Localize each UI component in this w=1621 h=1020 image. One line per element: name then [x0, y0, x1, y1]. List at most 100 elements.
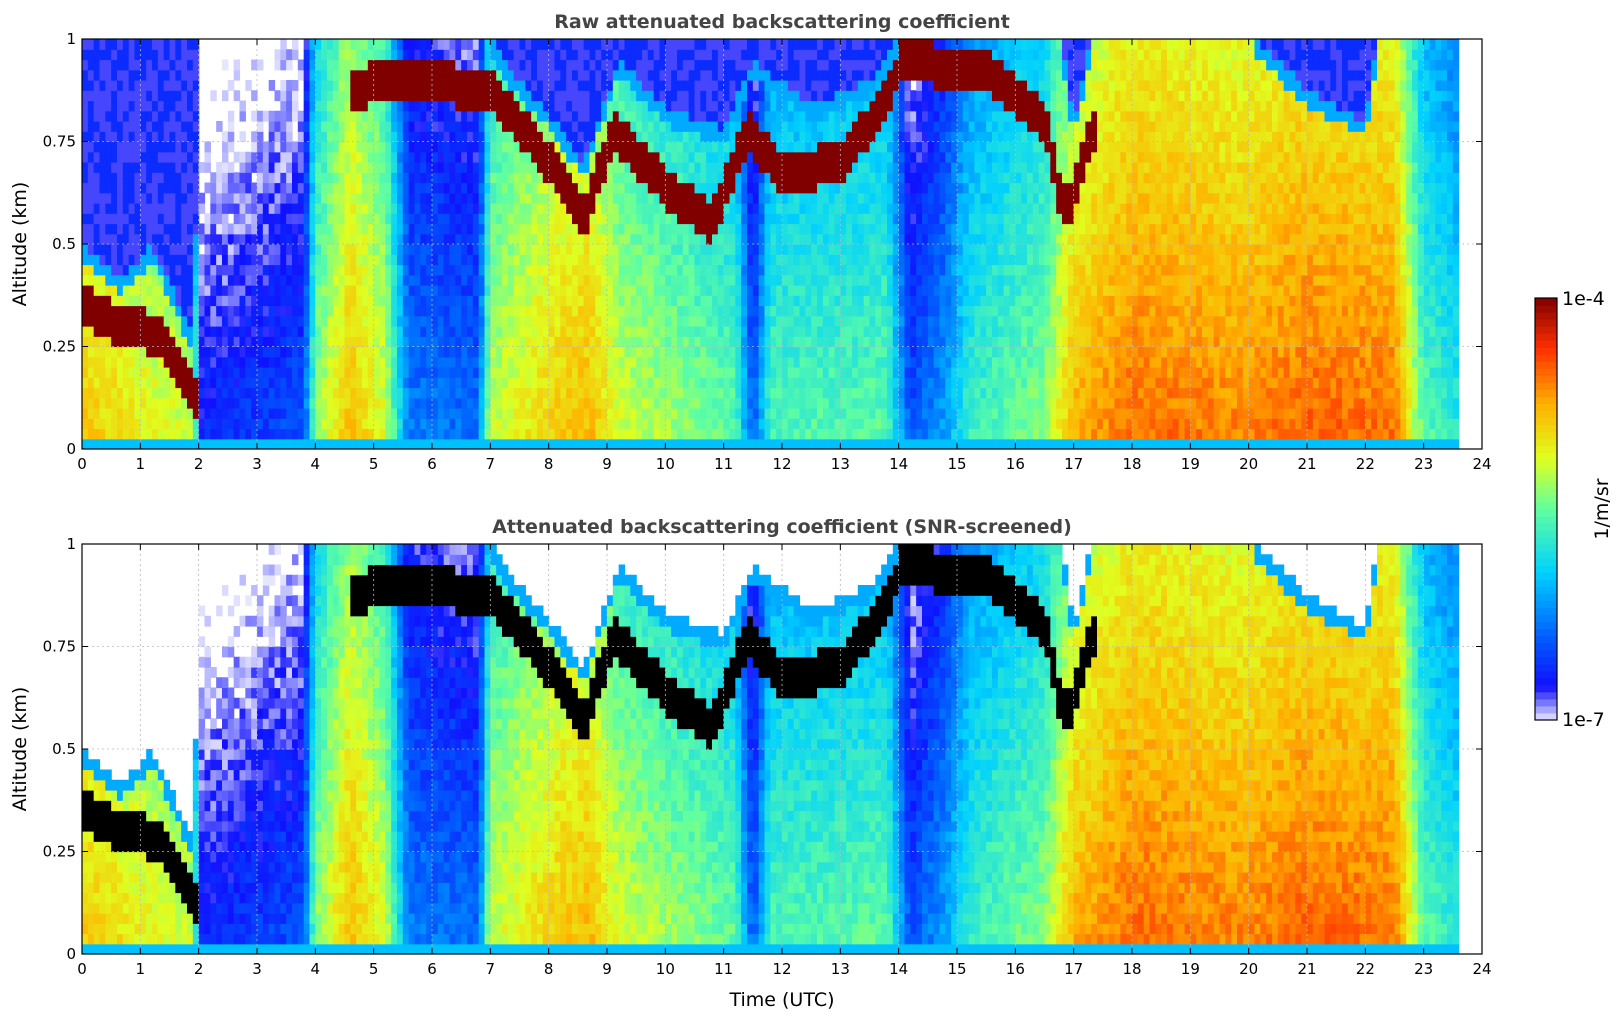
heatmap-cell	[426, 233, 433, 245]
heatmap-cell	[373, 121, 381, 132]
heatmap-cell	[525, 305, 532, 317]
heatmap-cell	[776, 213, 783, 225]
heatmap-cell	[472, 264, 480, 276]
heatmap-cell	[233, 295, 241, 307]
heatmap-cell	[647, 151, 655, 163]
heatmap-cell	[496, 346, 503, 358]
heatmap-cell	[105, 285, 112, 296]
heatmap-cell	[589, 274, 596, 286]
heatmap-cell	[513, 69, 521, 81]
heatmap-cell	[507, 172, 515, 184]
heatmap-cell	[297, 203, 305, 214]
heatmap-cell	[362, 408, 369, 419]
heatmap-cell	[99, 233, 106, 245]
heatmap-cell	[233, 305, 241, 317]
heatmap-cell	[128, 172, 136, 184]
heatmap-cell	[373, 305, 381, 317]
heatmap-cell	[356, 233, 363, 245]
heatmap-cell	[128, 346, 136, 358]
heatmap-cell	[268, 295, 276, 307]
heatmap-cell	[793, 397, 801, 409]
heatmap-cell	[805, 203, 812, 214]
heatmap-cell	[99, 90, 106, 102]
heatmap-cell	[583, 315, 591, 327]
heatmap-cell	[379, 367, 386, 378]
heatmap-cell	[111, 336, 118, 348]
heatmap-cell	[327, 254, 334, 266]
heatmap-cell	[432, 69, 439, 81]
heatmap-cell	[770, 192, 777, 204]
heatmap-cell	[554, 367, 561, 378]
heatmap-cell	[624, 254, 631, 266]
heatmap-cell	[315, 203, 322, 214]
heatmap-cell	[537, 213, 544, 225]
heatmap-cell	[595, 264, 602, 276]
heatmap-cell	[513, 151, 521, 163]
heatmap-cell	[758, 336, 766, 348]
heatmap-cell	[367, 408, 375, 419]
heatmap-cell	[216, 264, 223, 276]
heatmap-cell	[531, 131, 538, 143]
heatmap-cell	[618, 59, 626, 71]
heatmap-cell	[793, 233, 801, 245]
heatmap-cell	[146, 244, 153, 255]
heatmap-cell	[787, 264, 795, 276]
heatmap-cell	[373, 213, 381, 225]
heatmap-cell	[747, 244, 754, 255]
heatmap-cell	[362, 326, 369, 337]
heatmap-cell	[595, 408, 602, 419]
heatmap-cell	[449, 274, 456, 286]
heatmap-cell	[128, 80, 136, 91]
heatmap-cell	[321, 90, 328, 102]
heatmap-cell	[531, 233, 538, 245]
heatmap-cell	[770, 367, 777, 378]
heatmap-cell	[618, 295, 626, 307]
heatmap-cell	[548, 397, 556, 409]
heatmap-cell	[595, 203, 602, 214]
heatmap-cell	[723, 315, 731, 327]
heatmap-cell	[257, 285, 264, 296]
heatmap-cell	[82, 254, 89, 266]
heatmap-cell	[437, 39, 445, 50]
heatmap-cell	[391, 90, 398, 102]
heatmap-cell	[700, 100, 707, 112]
heatmap-cell	[642, 49, 649, 61]
heatmap-cell	[332, 264, 340, 276]
heatmap-cell	[770, 326, 777, 337]
heatmap-cell	[122, 141, 130, 153]
heatmap-cell	[93, 59, 101, 71]
heatmap-cell	[607, 367, 614, 378]
heatmap-cell	[449, 233, 456, 245]
heatmap-cell	[793, 39, 801, 50]
heatmap-cell	[152, 192, 159, 204]
heatmap-cell	[87, 244, 95, 255]
heatmap-cell	[799, 346, 806, 358]
heatmap-cell	[163, 285, 171, 296]
heatmap-cell	[630, 326, 637, 337]
heatmap-cell	[140, 418, 147, 430]
heatmap-cell	[338, 285, 346, 296]
heatmap-cell	[175, 182, 182, 194]
heatmap-cell	[122, 438, 130, 449]
heatmap-cell	[245, 305, 252, 317]
heatmap-cell	[117, 387, 124, 399]
heatmap-cell	[408, 418, 416, 430]
heatmap-cell	[496, 182, 503, 194]
heatmap-cell	[99, 264, 106, 276]
heatmap-cell	[484, 336, 491, 348]
heatmap-cell	[414, 192, 421, 204]
heatmap-cell	[93, 367, 101, 378]
heatmap-cell	[467, 315, 474, 327]
heatmap-cell	[682, 59, 690, 71]
heatmap-cell	[572, 315, 579, 327]
heatmap-cell	[216, 356, 223, 368]
heatmap-cell	[659, 387, 666, 399]
heatmap-cell	[146, 182, 153, 194]
heatmap-cell	[589, 69, 596, 81]
heatmap-cell	[262, 418, 270, 430]
heatmap-cell	[630, 295, 637, 307]
heatmap-cell	[548, 213, 556, 225]
heatmap-cell	[303, 336, 311, 348]
heatmap-cell	[583, 121, 591, 132]
heatmap-cell	[478, 69, 486, 81]
